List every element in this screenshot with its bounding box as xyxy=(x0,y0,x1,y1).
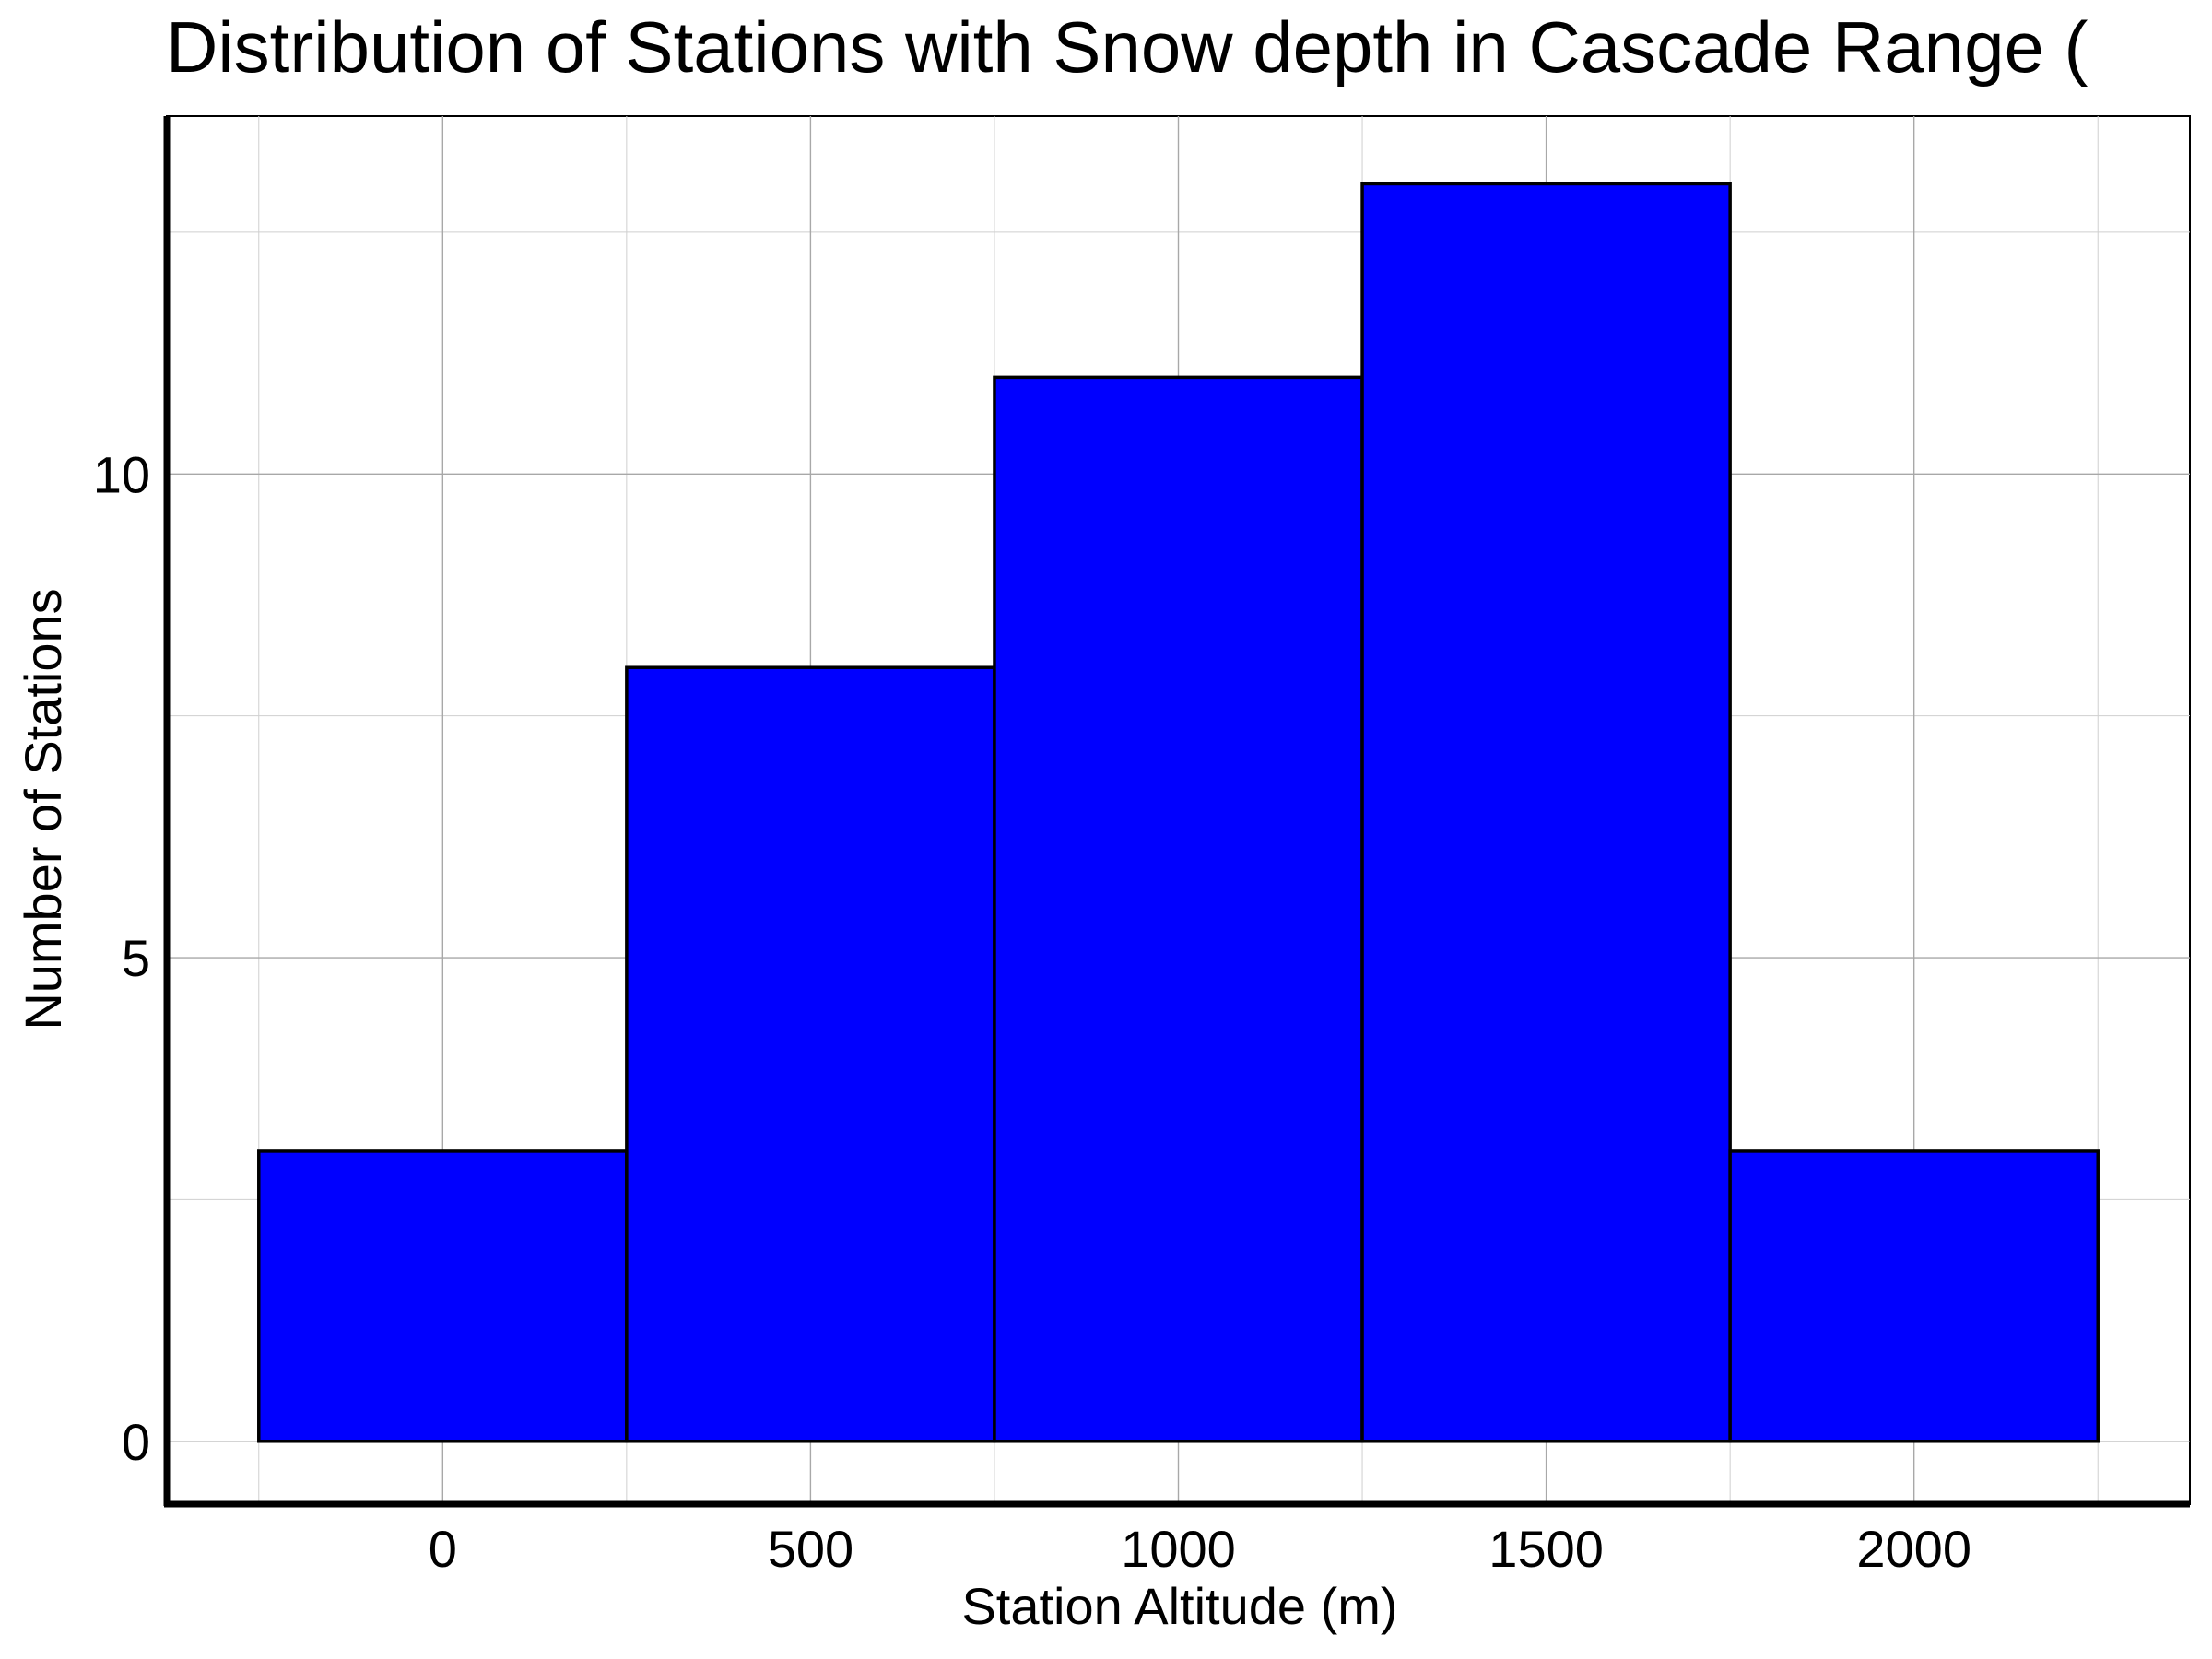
x-axis-ticks: 0 500 1000 1500 2000 xyxy=(429,1520,1971,1578)
x-axis-title: Station Altitude (m) xyxy=(961,1577,1397,1635)
y-tick-label: 0 xyxy=(122,1413,150,1471)
x-tick-label: 0 xyxy=(429,1520,457,1578)
y-tick-label: 5 xyxy=(122,929,150,987)
x-tick-label: 1000 xyxy=(1121,1520,1236,1578)
x-tick-label: 2000 xyxy=(1856,1520,1971,1578)
histogram-bar xyxy=(1728,1149,2100,1443)
x-tick-label: 1500 xyxy=(1488,1520,1604,1578)
x-tick-label: 500 xyxy=(768,1520,853,1578)
histogram-bar xyxy=(1360,182,1732,1443)
bars xyxy=(257,182,2100,1443)
axes xyxy=(163,116,2190,1508)
y-tick-label: 10 xyxy=(93,445,150,503)
histogram-bar xyxy=(993,375,1364,1443)
histogram-bar xyxy=(257,1149,629,1443)
histogram-bar xyxy=(625,665,996,1443)
chart-title: Distribution of Stations with Snow depth… xyxy=(166,6,2088,88)
y-axis-title: Number of Stations xyxy=(14,588,72,1030)
y-axis-ticks: 0 5 10 xyxy=(93,445,150,1470)
